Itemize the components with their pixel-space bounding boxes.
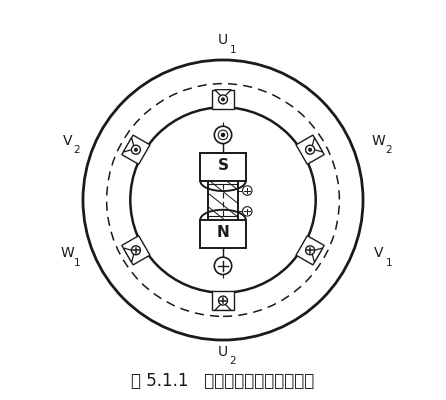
Polygon shape	[122, 135, 150, 164]
Circle shape	[218, 130, 228, 140]
Text: S: S	[218, 158, 228, 173]
Text: 2: 2	[385, 146, 392, 156]
Text: W: W	[60, 246, 74, 260]
Circle shape	[219, 296, 227, 305]
Circle shape	[132, 145, 140, 154]
Text: V: V	[62, 134, 72, 148]
Text: 1: 1	[385, 258, 392, 268]
Polygon shape	[215, 302, 231, 310]
Polygon shape	[124, 138, 135, 152]
Circle shape	[221, 133, 225, 136]
Polygon shape	[296, 236, 324, 265]
Text: 1: 1	[230, 45, 236, 55]
Circle shape	[306, 246, 314, 255]
Bar	[200, 153, 246, 181]
Polygon shape	[124, 248, 135, 262]
Bar	[200, 220, 246, 248]
Circle shape	[306, 145, 314, 154]
Polygon shape	[296, 135, 324, 164]
Circle shape	[309, 148, 312, 151]
Text: 2: 2	[230, 356, 236, 366]
Bar	[208, 153, 238, 247]
Circle shape	[215, 126, 231, 144]
Polygon shape	[212, 90, 234, 109]
Circle shape	[243, 186, 252, 195]
Polygon shape	[122, 236, 150, 265]
Text: U: U	[218, 345, 228, 359]
Text: 1: 1	[74, 258, 80, 268]
Text: 2: 2	[74, 146, 80, 156]
Circle shape	[243, 207, 252, 216]
Polygon shape	[212, 291, 234, 310]
Polygon shape	[215, 90, 231, 98]
Text: W: W	[372, 134, 386, 148]
Text: U: U	[218, 33, 228, 47]
Circle shape	[132, 246, 140, 255]
Circle shape	[221, 98, 225, 101]
Text: 图 5.1.1   三相交流发电机的原理图: 图 5.1.1 三相交流发电机的原理图	[132, 372, 314, 390]
Polygon shape	[311, 248, 322, 262]
Polygon shape	[311, 138, 322, 152]
Circle shape	[219, 95, 227, 104]
Text: V: V	[374, 246, 384, 260]
Circle shape	[134, 148, 137, 151]
Circle shape	[215, 257, 231, 274]
Text: N: N	[217, 225, 229, 240]
